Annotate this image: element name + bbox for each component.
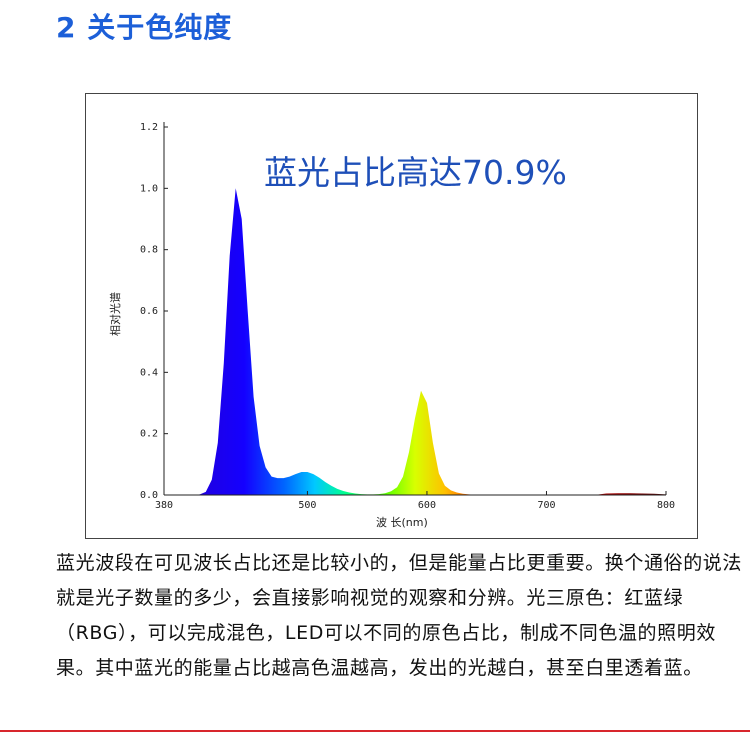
y-axis-label: 相对光谱 xyxy=(108,292,122,336)
y-tick-label: 0.0 xyxy=(140,490,158,501)
x-tick-label: 380 xyxy=(155,500,173,511)
spectrum-chart: 0.0 0.2 0.4 0.6 0.8 1.0 1.2 380 500 600 700 800 蓝光占… xyxy=(108,122,675,529)
spectrum-area xyxy=(164,188,666,496)
section-heading: 2 关于色纯度 xyxy=(56,11,233,44)
y-tick-label: 1.0 xyxy=(140,183,158,194)
y-tick-label: 0.8 xyxy=(140,245,158,256)
body-paragraph: 蓝光波段在可见波长占比还是比较小的，但是能量占比更重要。换个通俗的说法就是光子数… xyxy=(56,552,743,679)
y-tick-label: 1.2 xyxy=(140,122,158,133)
y-tick-label: 0.6 xyxy=(140,306,158,317)
x-tick-label: 700 xyxy=(537,500,555,511)
y-tick-label: 0.4 xyxy=(140,367,158,378)
x-tick-label: 500 xyxy=(298,500,316,511)
x-tick-label: 600 xyxy=(418,500,436,511)
x-tick-label: 800 xyxy=(657,500,675,511)
x-axis-label: 波 长(nm) xyxy=(376,516,428,529)
chart-annotation: 蓝光占比高达70.9% xyxy=(264,153,567,192)
bottom-divider xyxy=(0,730,750,732)
y-tick-label: 0.2 xyxy=(140,429,158,440)
spectrum-chart-figure: 0.0 0.2 0.4 0.6 0.8 1.0 1.2 380 500 600 700 800 蓝光占… xyxy=(85,93,698,539)
